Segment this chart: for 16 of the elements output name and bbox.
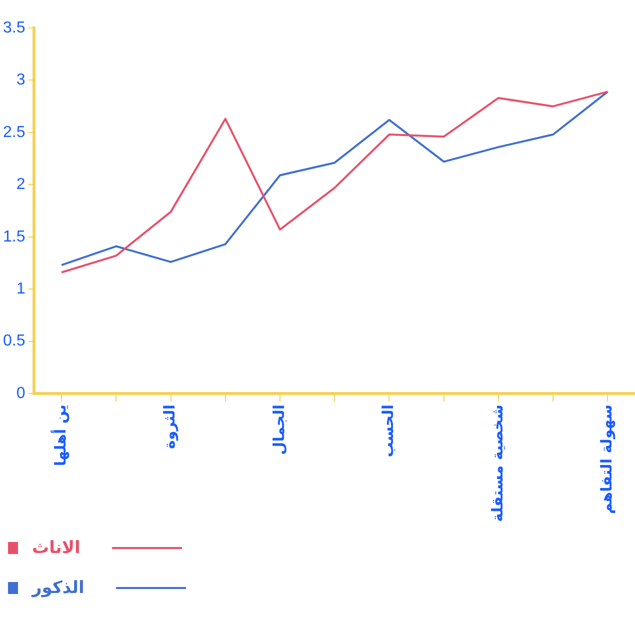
y-tick-label: 3 <box>16 72 26 89</box>
x-tick-label: شخصية مستقلة <box>488 404 506 522</box>
legend-label: الذكور <box>32 578 84 598</box>
y-tick-label: 0 <box>16 384 26 402</box>
x-tick-label: الثروة <box>160 404 179 449</box>
y-tick-label: 2 <box>16 176 26 194</box>
y-tick-label: 1.5 <box>2 228 26 246</box>
x-tick-label: الحسب <box>379 404 398 458</box>
legend-label: الاناث <box>32 538 80 558</box>
x-tick-label: ين أهلها <box>50 404 70 466</box>
y-tick-label: 2.5 <box>2 124 26 141</box>
y-tick-label: 1 <box>16 280 26 298</box>
y-tick-label: 0.5 <box>2 332 26 350</box>
x-tick-label: سهولة التفاهم <box>598 404 616 514</box>
x-tick-label: الجمال <box>270 404 288 455</box>
y-tick-label: 3.5 <box>2 19 26 36</box>
